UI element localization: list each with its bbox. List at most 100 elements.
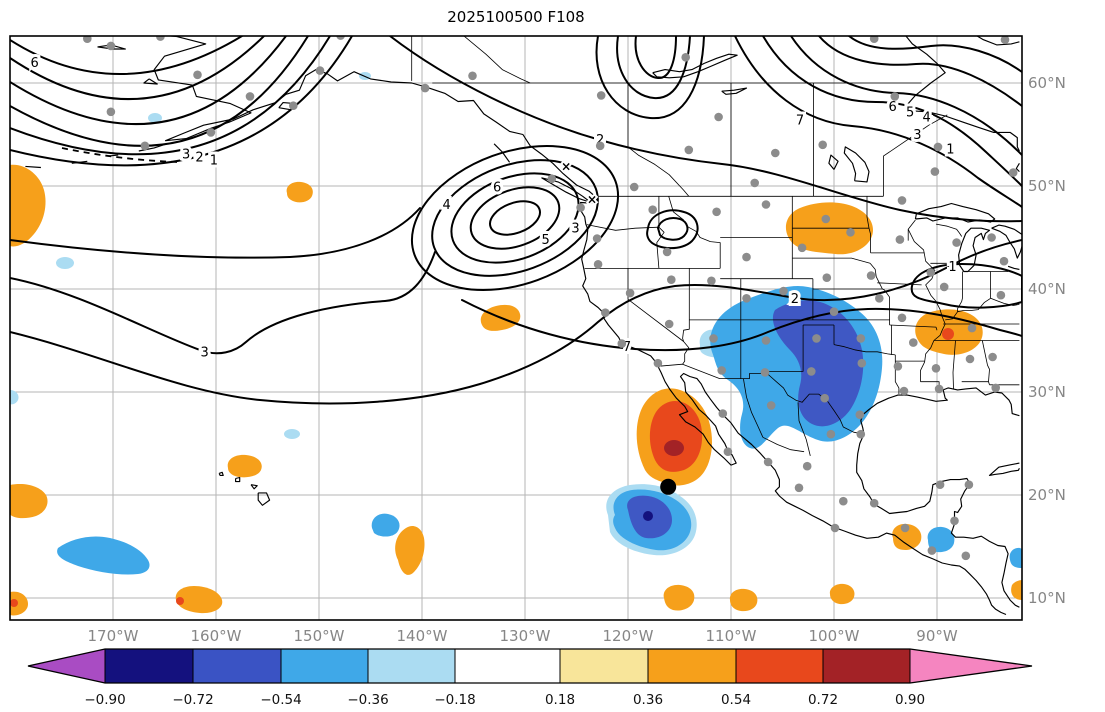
pos-anomaly-inner: [942, 328, 954, 340]
colorbar-tick-label: −0.18: [434, 692, 475, 708]
station-dot: [761, 336, 771, 345]
coastline: [235, 476, 241, 483]
colorbar-tick-label: 0.36: [633, 692, 663, 708]
coastline: [541, 177, 592, 204]
station-dot: [289, 101, 298, 110]
station-dot: [812, 334, 821, 343]
contour-label: 6: [31, 56, 39, 71]
political-border: [762, 436, 805, 453]
station-dot: [987, 233, 996, 242]
coastline: [218, 471, 224, 476]
political-border: [766, 325, 804, 372]
colorbar-segment: [281, 649, 368, 683]
station-dot: [206, 128, 216, 137]
station-dot: [869, 36, 879, 43]
political-border: [877, 282, 922, 286]
station-dot: [718, 409, 728, 418]
station-dot: [760, 368, 770, 377]
coastline-layer: [25, 36, 1022, 616]
political-border: [935, 223, 963, 237]
neg-anomaly-patch: [927, 526, 955, 553]
station-dot: [807, 367, 816, 376]
pos-anomaly-patch: [729, 588, 758, 612]
station-dot: [820, 393, 829, 403]
station-dot: [315, 66, 325, 75]
station-dot: [662, 247, 672, 257]
station-dot: [723, 447, 733, 457]
colorbar-tick-label: 0.54: [721, 692, 751, 708]
colorbar-tick-label: −0.54: [260, 692, 301, 708]
political-border: [889, 324, 938, 331]
neg-anomaly-patch: [772, 300, 864, 427]
political-border: [883, 114, 948, 197]
station-dot: [156, 36, 165, 41]
political-border: [981, 340, 990, 385]
colorbar-segment: [193, 649, 281, 683]
contour-label: 1: [210, 154, 218, 169]
political-border: [743, 378, 764, 438]
contour-label: 4: [443, 198, 451, 213]
contour-label: 3: [571, 222, 579, 237]
station-dot: [999, 256, 1009, 266]
station-dot: [468, 71, 477, 81]
contour-label: 5: [541, 233, 549, 248]
longitude-axis: 170°W 160°W 150°W 140°W 130°W 120°W 110°W 100°W…: [88, 627, 958, 645]
pos-anomaly-patch: [892, 523, 922, 550]
station-dot: [681, 53, 690, 62]
station-dot: [934, 384, 944, 394]
station-dot: [857, 358, 867, 368]
station-dot: [900, 523, 910, 533]
political-border: [945, 297, 1020, 321]
colorbar-segment: [648, 649, 736, 683]
station-dot: [596, 91, 606, 100]
pos-anomaly-patch: [1011, 580, 1022, 600]
political-border: [866, 196, 871, 253]
y-tick-label: 10°N: [1028, 589, 1066, 607]
x-tick-label: 170°W: [88, 627, 139, 645]
station-dot: [601, 308, 610, 318]
colorbar-segment: [105, 649, 193, 683]
station-dot: [595, 141, 605, 151]
political-border: [907, 219, 916, 241]
station-dot: [766, 401, 776, 410]
station-layer: [83, 36, 1018, 561]
coastline: [856, 387, 1020, 608]
x-tick-label: 120°W: [603, 627, 654, 645]
political-border: [668, 196, 721, 269]
pos-anomaly-patch: [395, 526, 425, 575]
station-dot: [890, 92, 900, 101]
neg-anomaly-patch: [371, 513, 400, 537]
station-dot: [106, 41, 116, 51]
contour-label: 2: [791, 292, 799, 307]
station-dot: [897, 196, 907, 205]
political-border: [797, 402, 811, 456]
coastline: [958, 227, 991, 273]
contour-label: 7: [796, 114, 804, 129]
coastline: [828, 154, 839, 170]
political-border: [833, 344, 896, 356]
station-dot: [797, 243, 807, 253]
station-dot: [420, 83, 430, 93]
station-dot: [625, 288, 635, 298]
station-dot: [336, 36, 345, 40]
station-dot: [961, 551, 971, 561]
station-dot: [950, 516, 959, 526]
station-dot: [988, 352, 997, 362]
political-border: [656, 196, 665, 269]
political-border: [792, 257, 871, 264]
station-dot: [964, 480, 974, 490]
station-dot: [750, 178, 759, 188]
station-dot: [930, 167, 940, 176]
political-border: [627, 83, 690, 197]
y-tick-label: 20°N: [1028, 486, 1066, 504]
contour-label: 6: [889, 100, 897, 115]
colorbar-segment: [823, 649, 910, 683]
station-dot: [933, 142, 943, 152]
neg-anomaly-patch: [1009, 547, 1022, 568]
station-dot: [763, 457, 773, 467]
coastline: [843, 146, 870, 183]
pos-anomaly-inner: [176, 597, 184, 605]
station-dot: [593, 260, 603, 269]
station-dot: [667, 275, 676, 285]
